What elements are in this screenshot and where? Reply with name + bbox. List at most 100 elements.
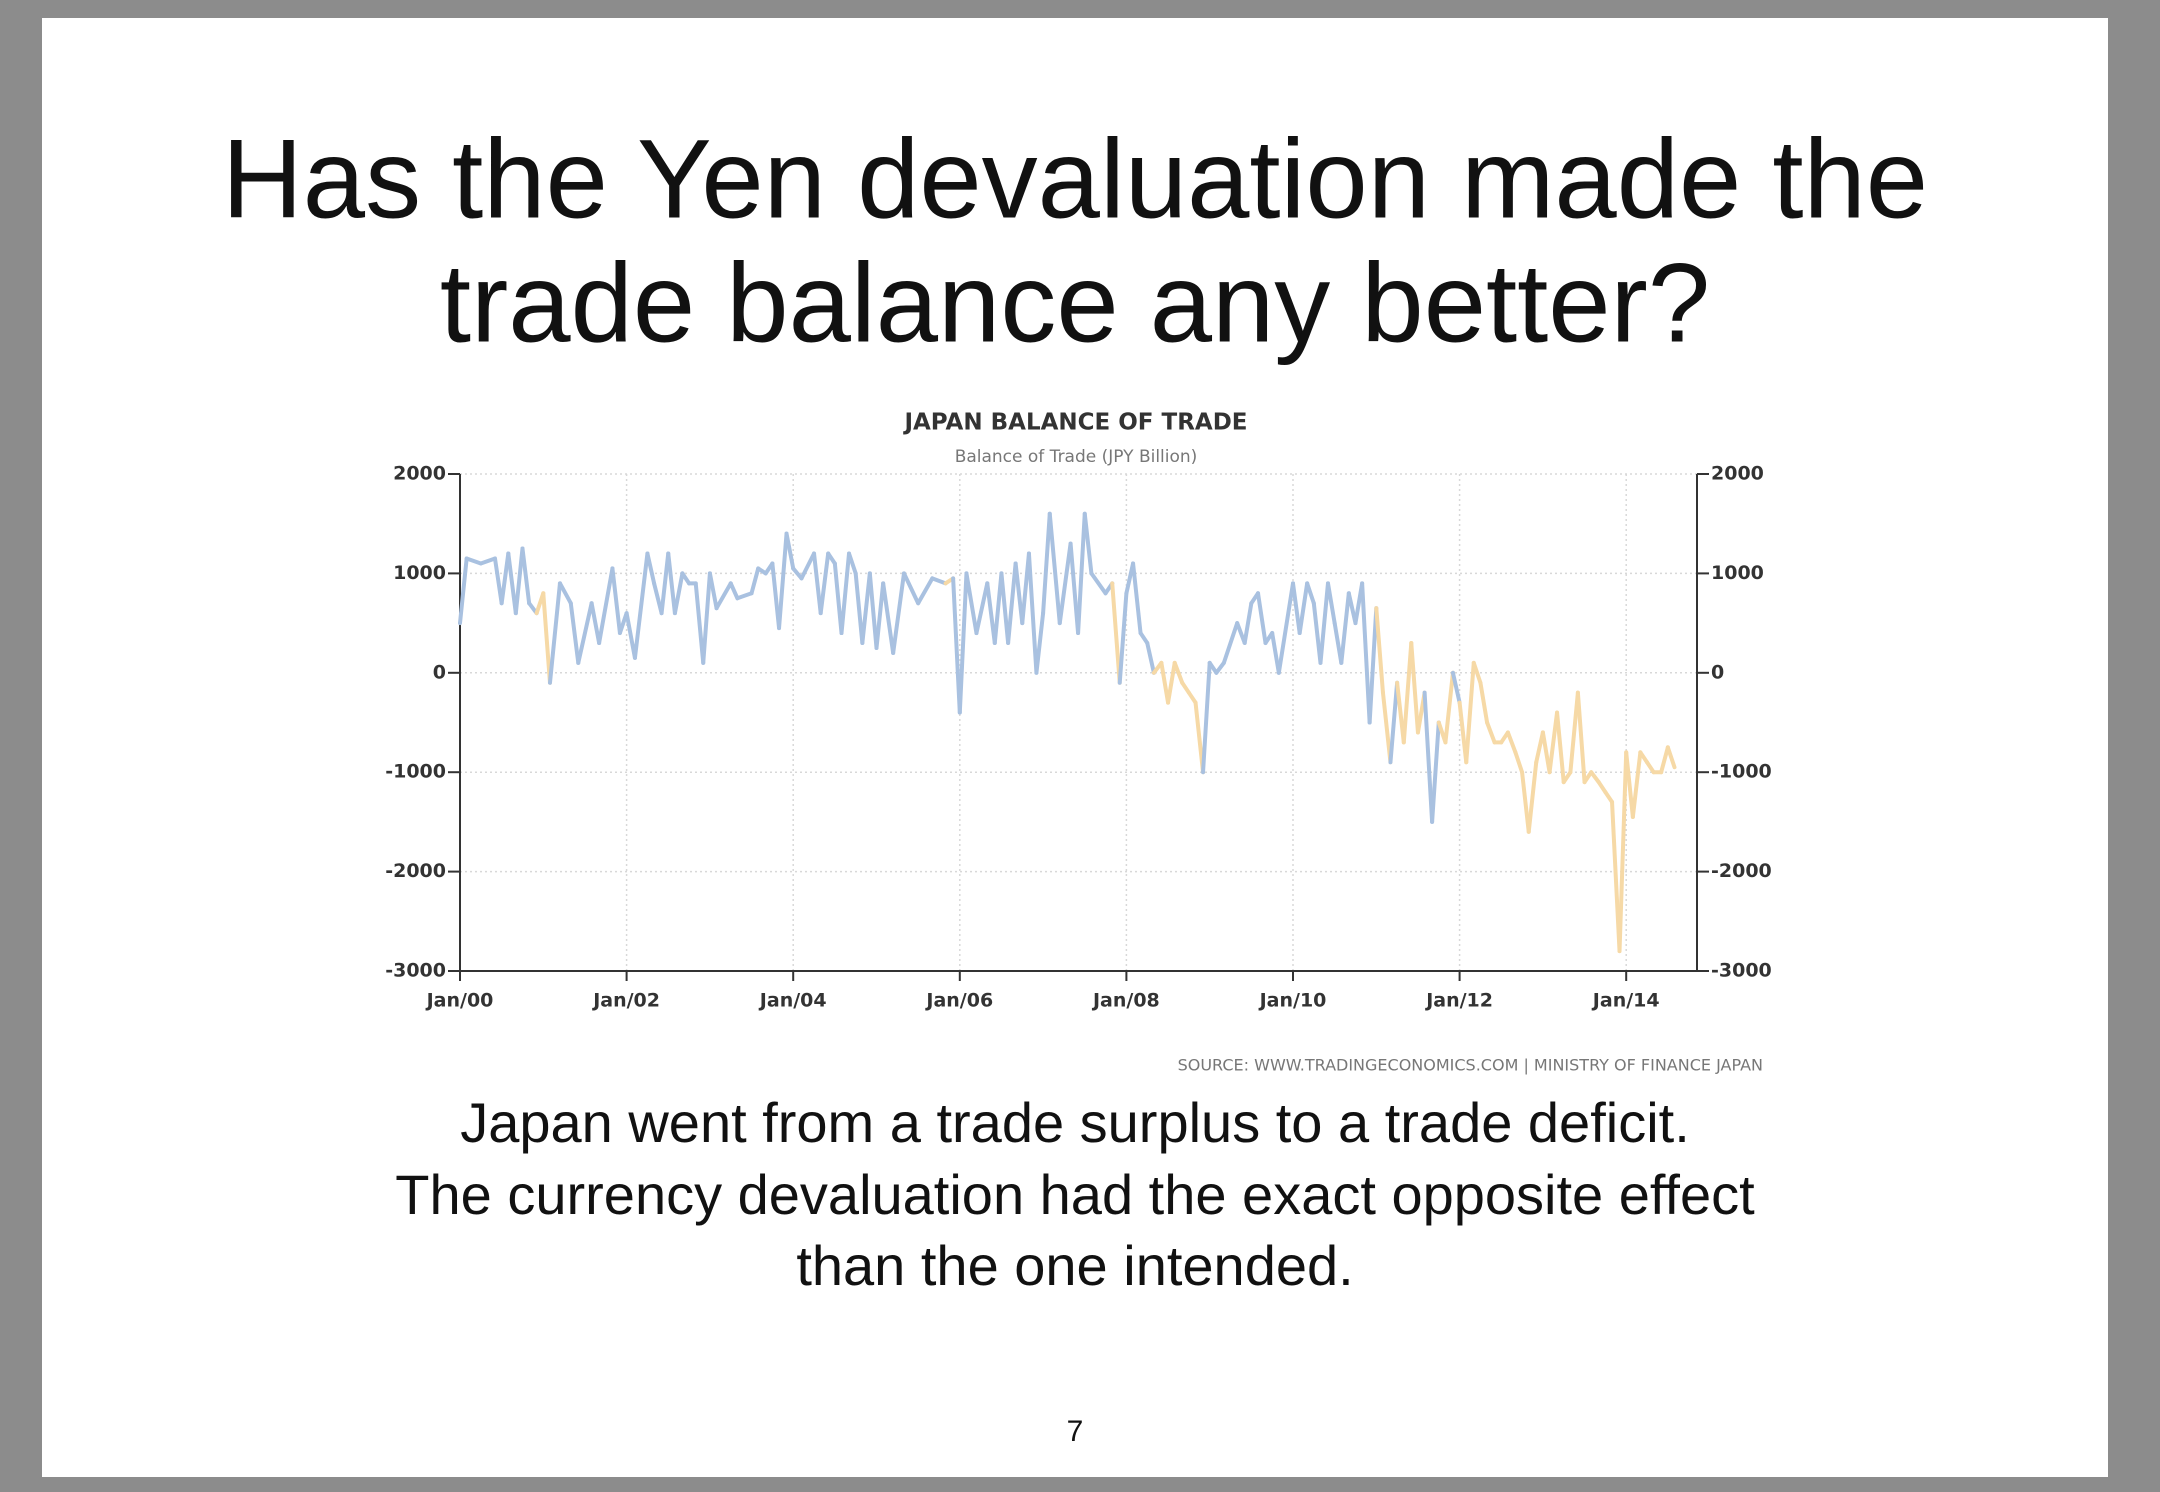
line-segment bbox=[464, 556, 483, 566]
line-segment bbox=[874, 581, 886, 650]
line-segment bbox=[891, 571, 906, 655]
line-segment bbox=[1624, 750, 1635, 819]
x-tick-label: Jan/02 bbox=[591, 990, 660, 1012]
line-segment bbox=[1041, 511, 1052, 616]
line-segment bbox=[1076, 511, 1087, 636]
line-segment bbox=[777, 531, 789, 631]
line-segment bbox=[1513, 750, 1525, 775]
chart-source: SOURCE: WWW.TRADINGECONOMICS.COM | MINIS… bbox=[1178, 1056, 1763, 1075]
line-segment bbox=[1443, 670, 1455, 745]
line-segment bbox=[860, 571, 872, 645]
line-segment bbox=[749, 566, 761, 596]
body-text: Japan went from a trade surplus to a tra… bbox=[460, 1091, 1690, 1154]
line-segment bbox=[1339, 591, 1351, 665]
line-segment bbox=[1117, 591, 1129, 685]
line-segment bbox=[520, 546, 532, 606]
line-segment bbox=[985, 581, 997, 645]
line-segment bbox=[1409, 640, 1420, 735]
y-tick-label: -1000 bbox=[385, 761, 446, 783]
line-segment bbox=[735, 591, 754, 601]
line-segment bbox=[832, 561, 844, 636]
line-segment bbox=[707, 571, 719, 611]
line-segment bbox=[513, 546, 525, 616]
line-segment bbox=[1068, 541, 1081, 636]
line-segment bbox=[799, 551, 817, 581]
plot: -3000 -2000 -1000 0 1000 2000 -3000 -2000 -1000 0… bbox=[385, 463, 1772, 1012]
line-segment bbox=[1276, 581, 1295, 675]
y-tick-label: -3000 bbox=[385, 960, 446, 982]
line-segment bbox=[645, 551, 657, 586]
line-segment bbox=[1665, 745, 1677, 770]
line-segment bbox=[506, 551, 518, 616]
slide-title: Has the Yen devaluation made the bbox=[222, 117, 1928, 242]
line-segment bbox=[964, 571, 979, 636]
line-segment bbox=[867, 571, 879, 650]
line-segment bbox=[1589, 770, 1601, 785]
line-segment bbox=[541, 591, 552, 685]
line-segment bbox=[1526, 760, 1539, 834]
line-segment bbox=[1617, 750, 1629, 954]
line-segment bbox=[1520, 770, 1531, 834]
line-segment bbox=[714, 581, 733, 611]
line-segment bbox=[1034, 611, 1046, 675]
line-segment bbox=[499, 551, 511, 606]
line-segment bbox=[1575, 690, 1587, 785]
line-segment bbox=[1013, 561, 1025, 626]
line-segment bbox=[1291, 581, 1302, 636]
line-segment bbox=[951, 576, 962, 715]
line-segment bbox=[1422, 690, 1435, 824]
line-segment bbox=[853, 571, 865, 645]
y-tick-label: -2000 bbox=[385, 860, 446, 882]
line-segment bbox=[1325, 581, 1337, 626]
line-segment bbox=[728, 581, 740, 601]
line-segment bbox=[1547, 710, 1560, 775]
line-segment bbox=[1311, 601, 1323, 665]
line-segment bbox=[1367, 606, 1379, 725]
y2-tick-label: -3000 bbox=[1711, 960, 1772, 982]
line-segment bbox=[1110, 581, 1122, 685]
line-segment bbox=[992, 571, 1004, 645]
x-tick-label: Jan/08 bbox=[1091, 990, 1160, 1012]
line-segment bbox=[974, 581, 990, 636]
line-segment bbox=[1201, 660, 1212, 775]
line-segment bbox=[1131, 561, 1143, 636]
body-text: than the one intended. bbox=[796, 1234, 1353, 1297]
line-segment bbox=[839, 551, 852, 636]
line-segment bbox=[1374, 606, 1385, 695]
line-segment bbox=[1305, 581, 1316, 606]
line-segment bbox=[492, 556, 504, 606]
line-segment bbox=[1172, 660, 1185, 685]
line-segment bbox=[458, 556, 469, 626]
x-tick-label: Jan/14 bbox=[1591, 990, 1660, 1012]
line-segment bbox=[930, 576, 948, 586]
y2-tick-label: -2000 bbox=[1711, 860, 1772, 882]
line-segment bbox=[1256, 591, 1268, 645]
x-tick-label: Jan/00 bbox=[425, 990, 494, 1012]
line-segment bbox=[1360, 581, 1372, 725]
line-segment bbox=[1659, 745, 1670, 775]
line-segment bbox=[701, 571, 712, 665]
line-segment bbox=[784, 531, 796, 571]
line-segment bbox=[1430, 720, 1441, 824]
line-segment bbox=[1464, 660, 1476, 765]
line-segment bbox=[589, 601, 602, 645]
line-segment bbox=[1026, 551, 1039, 675]
line-segment bbox=[1471, 660, 1483, 685]
y2-tick-label: 2000 bbox=[1711, 463, 1764, 485]
line-segment bbox=[957, 571, 969, 715]
line-segment bbox=[1485, 720, 1497, 745]
line-segment bbox=[1555, 710, 1566, 785]
line-segment bbox=[632, 551, 650, 660]
page-number: 7 bbox=[1067, 1415, 1084, 1448]
slide-title: trade balance any better? bbox=[440, 241, 1710, 366]
line-segment bbox=[1401, 640, 1414, 745]
line-segment bbox=[1047, 511, 1062, 626]
line-segment bbox=[1630, 750, 1643, 819]
line-segment bbox=[916, 576, 935, 606]
x-tick-label: Jan/04 bbox=[758, 990, 827, 1012]
line-segment bbox=[576, 601, 594, 665]
line-segment bbox=[1318, 581, 1330, 665]
line-segment bbox=[557, 581, 573, 606]
body-text: The currency devaluation had the exact o… bbox=[395, 1163, 1755, 1226]
